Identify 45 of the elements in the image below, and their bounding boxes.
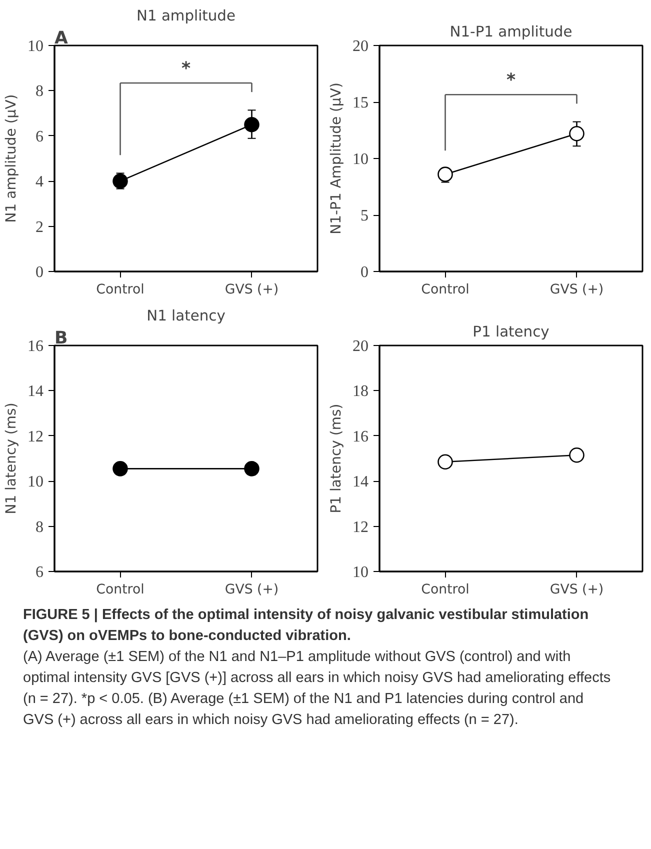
y-tick-label: 8 <box>36 518 44 536</box>
text: (A) Average (±1 SEM) of the N1 and N1–P1 amplitude without GVS (control) and with optimal intensity GVS [GVS (+)] across all ears in which noisy GVS had ameliorating effects (n = 27). *p < 0.05. (B) Average (±1 SEM) of the N1 and P1 latencies during control and GVS (+) across all ears in which noisy GVS had ameliorating effects (n = 27). <box>23 649 611 728</box>
y-tick-label: 16 <box>352 428 368 446</box>
y-axis-title: N1-P1 Amplitude (µV) <box>328 82 344 234</box>
y-tick-label: 15 <box>352 94 368 112</box>
y-tick-label: 10 <box>352 564 368 581</box>
chart-title: N1-P1 amplitude <box>450 24 572 40</box>
x-tick-label: GVS (+) <box>550 282 604 298</box>
y-tick-label: 0 <box>360 264 368 281</box>
y-tick-label: 18 <box>352 383 368 400</box>
x-tick-label: Control <box>421 282 470 298</box>
y-tick-label: 2 <box>36 218 44 236</box>
y-tick-label: 5 <box>360 208 368 224</box>
x-tick-label: GVS (+) <box>224 582 279 598</box>
y-tick-label: 10 <box>28 38 44 55</box>
chart-title: N1 latency <box>146 308 226 324</box>
annotation: B <box>54 328 68 348</box>
y-tick-label: 10 <box>352 151 368 168</box>
x-tick-label: GVS (+) <box>224 282 279 298</box>
y-tick-label: 10 <box>28 474 44 491</box>
y-tick-label: 4 <box>36 174 44 191</box>
y-tick-label: 12 <box>352 518 368 536</box>
x-tick-label: GVS (+) <box>550 582 604 598</box>
y-tick-label: 20 <box>352 38 368 55</box>
y-axis-title: N1 latency (ms) <box>4 402 20 514</box>
y-tick-label: 14 <box>352 474 368 491</box>
y-tick-label: 20 <box>352 338 368 355</box>
y-tick-label: 16 <box>28 338 44 355</box>
chart-title: N1 amplitude <box>136 8 236 24</box>
x-tick-label: Control <box>96 282 144 298</box>
y-axis-title: N1 amplitude (µV) <box>4 94 20 223</box>
caption: FIGURE 5 | Effects of the optimal intensity of noisy galvanic vestibular stimulation (GVS) on oVEMPs to bone-conducted vibration. <box>23 607 589 644</box>
y-tick-label: 12 <box>28 428 44 446</box>
y-tick-label: 0 <box>36 264 44 281</box>
x-tick-label: Control <box>96 582 144 598</box>
y-tick-label: 6 <box>36 128 44 146</box>
annotation: A <box>54 28 68 48</box>
chart-title: P1 latency <box>472 324 550 340</box>
y-axis-title: P1 latency (ms) <box>328 404 344 514</box>
annotation: * <box>181 59 191 80</box>
x-tick-label: Control <box>421 582 470 598</box>
y-tick-label: 8 <box>36 83 44 100</box>
annotation: * <box>506 70 516 91</box>
y-tick-label: 14 <box>28 383 44 400</box>
y-tick-label: 6 <box>36 564 44 581</box>
